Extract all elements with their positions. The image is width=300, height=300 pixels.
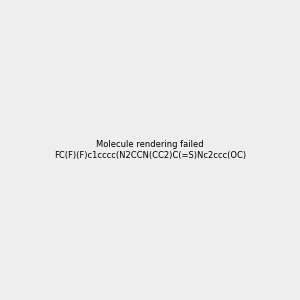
Text: Molecule rendering failed
FC(F)(F)c1cccc(N2CCN(CC2)C(=S)Nc2ccc(OC): Molecule rendering failed FC(F)(F)c1cccc… — [54, 140, 246, 160]
